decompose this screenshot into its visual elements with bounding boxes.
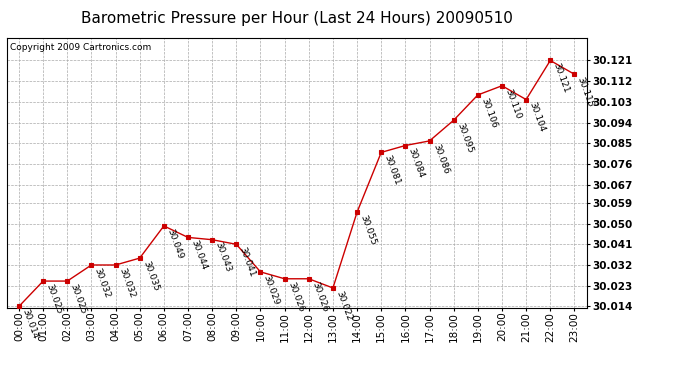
Text: 30.032: 30.032 bbox=[93, 266, 112, 299]
Text: 30.029: 30.029 bbox=[262, 273, 281, 306]
Text: 30.026: 30.026 bbox=[310, 280, 329, 313]
Text: 30.041: 30.041 bbox=[238, 246, 257, 278]
Text: 30.121: 30.121 bbox=[552, 62, 571, 94]
Text: 30.115: 30.115 bbox=[576, 76, 595, 108]
Text: 30.025: 30.025 bbox=[45, 282, 63, 315]
Text: 30.086: 30.086 bbox=[431, 142, 450, 175]
Text: 30.025: 30.025 bbox=[69, 282, 88, 315]
Text: 30.044: 30.044 bbox=[190, 239, 208, 272]
Text: 30.055: 30.055 bbox=[359, 213, 377, 246]
Text: Copyright 2009 Cartronics.com: Copyright 2009 Cartronics.com bbox=[10, 43, 151, 52]
Text: 30.043: 30.043 bbox=[214, 241, 233, 274]
Text: 30.104: 30.104 bbox=[528, 101, 546, 134]
Text: 30.106: 30.106 bbox=[480, 96, 498, 129]
Text: 30.026: 30.026 bbox=[286, 280, 305, 313]
Text: 30.110: 30.110 bbox=[504, 87, 522, 120]
Text: 30.049: 30.049 bbox=[166, 227, 184, 260]
Text: Barometric Pressure per Hour (Last 24 Hours) 20090510: Barometric Pressure per Hour (Last 24 Ho… bbox=[81, 11, 513, 26]
Text: 30.095: 30.095 bbox=[455, 122, 474, 154]
Text: 30.022: 30.022 bbox=[335, 290, 353, 322]
Text: 30.081: 30.081 bbox=[383, 154, 402, 187]
Text: 30.014: 30.014 bbox=[21, 308, 39, 340]
Text: 30.035: 30.035 bbox=[141, 260, 160, 292]
Text: 30.084: 30.084 bbox=[407, 147, 426, 180]
Text: 30.032: 30.032 bbox=[117, 266, 136, 299]
